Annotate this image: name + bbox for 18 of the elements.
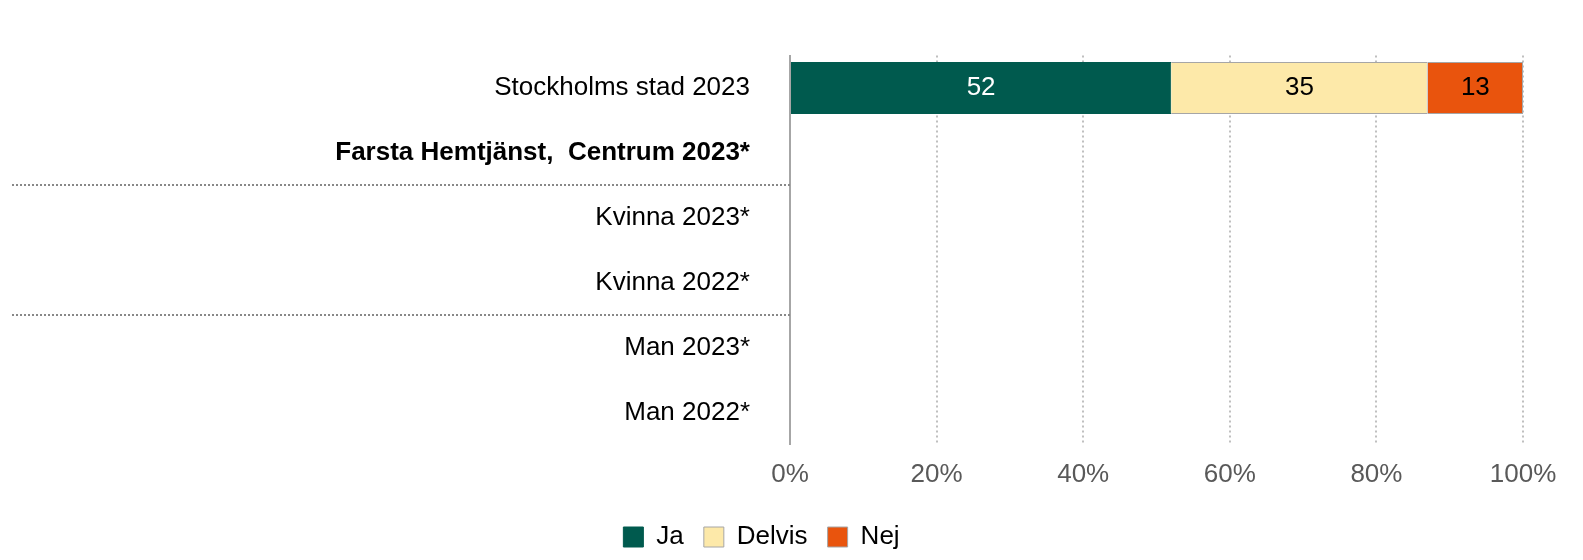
y-tick-label: Man 2022* xyxy=(624,395,750,426)
x-tick-label: 40% xyxy=(1057,457,1110,488)
x-tick-label: 0% xyxy=(771,457,809,488)
data-label: 13 xyxy=(1460,71,1490,102)
data-label: 35 xyxy=(1284,71,1314,102)
x-tick-label: 20% xyxy=(910,457,963,488)
y-tick-label: Farsta Hemtjänst, Centrum 2023* xyxy=(335,136,751,167)
x-tick-label: 100% xyxy=(1489,457,1557,488)
legend-label: Ja xyxy=(656,520,685,551)
y-tick-label: Kvinna 2023* xyxy=(595,200,750,231)
y-tick-label: Man 2023* xyxy=(624,330,750,361)
legend-label: Delvis xyxy=(736,520,808,551)
x-tick-label: 60% xyxy=(1203,457,1256,488)
x-tick-label: 80% xyxy=(1350,457,1403,488)
y-tick-label: Stockholms stad 2023 xyxy=(494,71,750,102)
legend-label: Nej xyxy=(860,520,900,551)
y-tick-label: Kvinna 2022* xyxy=(595,265,750,296)
data-label: 52 xyxy=(966,71,996,102)
